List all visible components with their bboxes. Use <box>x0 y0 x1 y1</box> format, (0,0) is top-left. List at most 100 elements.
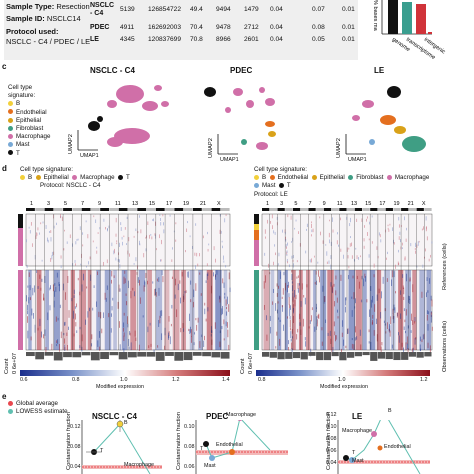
heatmap-cell <box>56 272 58 278</box>
legend-c-item: B <box>8 100 50 108</box>
legend-dot-icon <box>8 142 13 148</box>
heatmap-cell <box>54 283 56 286</box>
heatmap-cell <box>285 244 287 248</box>
heatmap-cell <box>321 327 323 331</box>
bar-intergenic-2 <box>428 32 432 34</box>
heatmap-cell <box>219 296 221 303</box>
heatmap-cell <box>424 248 426 252</box>
heatmap-cell <box>185 250 186 253</box>
heatmap-cell <box>278 317 280 320</box>
heatmap-cell <box>328 232 330 238</box>
heatmap-cell <box>215 258 216 263</box>
heatmap-cell <box>337 232 338 235</box>
heatmap-cell <box>382 276 384 284</box>
heatmap-cell <box>219 341 221 348</box>
heatmap-cell <box>206 263 208 266</box>
heatmap-cell <box>124 278 126 284</box>
heatmap-cell <box>398 224 400 228</box>
heatmap-cell <box>274 231 276 235</box>
contam-tick: 0.04 <box>326 460 337 466</box>
heatmap-cell <box>31 308 33 316</box>
heatmap-cell <box>89 256 91 260</box>
heatmap-band <box>306 270 311 350</box>
bar-transcriptome <box>402 2 412 34</box>
heatmap-cell <box>117 258 119 262</box>
heatmap-cell <box>361 275 363 280</box>
heatmap-cell <box>160 259 161 262</box>
heatmap-band <box>53 270 60 350</box>
heatmap-cell <box>289 319 291 328</box>
heatmap-cell <box>333 283 335 287</box>
heatmap-cell <box>59 344 60 352</box>
heatmap-cell <box>50 230 52 233</box>
heatmap-cell <box>338 244 339 247</box>
heatmap-cell <box>407 343 408 350</box>
heatmap-cell <box>282 305 283 312</box>
heatmap-cell <box>171 276 173 280</box>
umap-cluster <box>107 100 117 108</box>
heatmap-cell <box>135 257 137 262</box>
heatmap-cell <box>103 261 104 266</box>
heatmap-cell <box>403 308 405 312</box>
umap-cluster <box>265 98 275 106</box>
heatmap-cell <box>311 315 312 322</box>
heatmap-cell <box>407 325 409 329</box>
heatmap-cell <box>119 259 120 263</box>
heatmap-cell <box>72 243 73 247</box>
heatmap-cell <box>340 274 342 281</box>
legend-heatmap-left: Cell type signature: B Epithelial Macrop… <box>20 166 130 191</box>
heatmap-cell <box>162 214 164 217</box>
chromosome-segment <box>81 208 91 211</box>
chromosome-segment <box>72 208 82 211</box>
heatmap-cell <box>129 331 131 335</box>
heatmap-cell <box>99 346 101 351</box>
heatmap-cell <box>119 321 120 328</box>
heatmap-cell <box>75 313 76 320</box>
chromosome-segment <box>118 208 128 211</box>
heatmap-cell <box>302 318 304 327</box>
heatmap-cell <box>197 317 199 323</box>
heatmap-cell <box>387 224 389 227</box>
heatmap-cell <box>321 341 323 346</box>
contam-plot-pdec <box>195 420 288 474</box>
count-bar <box>269 352 277 358</box>
heatmap-cell <box>404 216 405 221</box>
colorbar-label-left: Modified expression <box>96 384 144 390</box>
heatmap-cell <box>359 329 361 336</box>
heatmap-cell <box>288 281 289 287</box>
heatmap-cell <box>137 277 139 283</box>
heatmap-cell <box>331 217 333 222</box>
heatmap-cell <box>333 321 335 327</box>
heatmap-cell <box>154 233 156 236</box>
heatmap-cell <box>403 326 405 330</box>
heatmap-cell <box>331 285 333 293</box>
chromosome-segment <box>128 208 137 211</box>
heatmap-cell <box>228 344 230 350</box>
point-macrophage <box>237 420 243 421</box>
heatmap-cell <box>364 225 365 228</box>
heatmap-cell <box>347 328 349 334</box>
bar-intergenic-1 <box>416 4 426 34</box>
count-bar <box>385 352 393 360</box>
heatmap-cell <box>392 313 394 320</box>
heatmap-cell <box>75 241 77 245</box>
heatmap-cell <box>79 345 81 349</box>
count-bar <box>192 352 202 356</box>
heatmap-cell <box>63 332 65 336</box>
heatmap-cell <box>430 314 432 323</box>
heatmap-band <box>96 270 101 350</box>
heatmap-cell <box>67 276 69 283</box>
heatmap-cell <box>340 217 341 221</box>
heatmap-cell <box>112 297 114 301</box>
heatmap-cell <box>190 326 191 333</box>
heatmap-cell <box>27 285 29 288</box>
heatmap-cell <box>207 231 208 235</box>
chromosome-segment <box>308 208 316 211</box>
heatmap-cell <box>105 297 107 302</box>
heatmap-cell <box>200 293 202 296</box>
legend-dot-icon <box>348 175 354 181</box>
heatmap-cell <box>51 251 53 256</box>
count-bar <box>354 352 362 357</box>
heatmap-cell <box>60 265 62 269</box>
heatmap-cell <box>155 248 157 251</box>
